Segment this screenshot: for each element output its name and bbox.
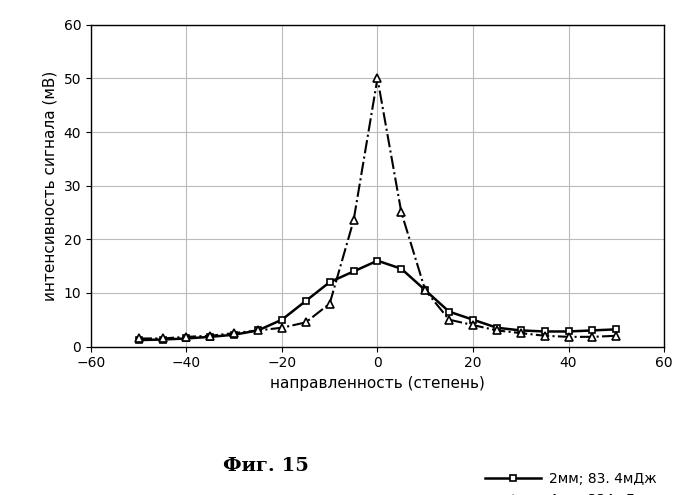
Text: Фиг. 15: Фиг. 15 [223,457,308,475]
2мм; 83. 4мДж [564,329,572,335]
4мм; 334мДж [517,330,525,336]
4мм; 334мДж [206,333,215,339]
4мм; 334мДж [182,334,191,340]
4мм; 334мДж [493,328,501,334]
2мм; 83. 4мДж [373,258,382,264]
2мм; 83. 4мДж [469,317,477,323]
2мм; 83. 4мДж [397,266,405,272]
4мм; 334мДж [421,287,429,293]
4мм; 334мДж [564,334,572,340]
4мм; 334мДж [612,333,621,339]
4мм; 334мДж [230,330,238,336]
2мм; 83. 4мДж [517,328,525,334]
X-axis label: направленность (степень): направленность (степень) [270,376,485,391]
4мм; 334мДж [469,322,477,328]
2мм; 83. 4мДж [278,317,286,323]
2мм; 83. 4мДж [158,337,167,343]
4мм; 334мДж [134,336,143,342]
2мм; 83. 4мДж [326,279,334,285]
2мм; 83. 4мДж [445,309,453,315]
Legend: 2мм; 83. 4мДж, 4мм; 334мДж: 2мм; 83. 4мДж, 4мм; 334мДж [486,472,657,495]
2мм; 83. 4мДж [230,332,238,338]
4мм; 334мДж [302,319,310,325]
Line: 4мм; 334мДж: 4мм; 334мДж [134,74,621,343]
2мм; 83. 4мДж [254,328,262,334]
2мм; 83. 4мДж [421,287,429,293]
4мм; 334мДж [588,334,596,340]
4мм; 334мДж [397,209,405,215]
2мм; 83. 4мДж [588,328,596,334]
4мм; 334мДж [445,317,453,323]
Y-axis label: интенсивность сигнала (мВ): интенсивность сигнала (мВ) [43,70,58,301]
4мм; 334мДж [326,300,334,306]
2мм; 83. 4мДж [134,337,143,343]
2мм; 83. 4мДж [350,268,358,274]
4мм; 334мДж [254,328,262,334]
2мм; 83. 4мДж [206,334,215,340]
4мм; 334мДж [350,217,358,223]
4мм; 334мДж [373,75,382,81]
2мм; 83. 4мДж [540,329,549,335]
2мм; 83. 4мДж [612,326,621,332]
2мм; 83. 4мДж [493,325,501,331]
Line: 2мм; 83. 4мДж: 2мм; 83. 4мДж [135,257,620,344]
4мм; 334мДж [540,333,549,339]
2мм; 83. 4мДж [182,336,191,342]
4мм; 334мДж [158,336,167,342]
4мм; 334мДж [278,325,286,331]
2мм; 83. 4мДж [302,298,310,304]
